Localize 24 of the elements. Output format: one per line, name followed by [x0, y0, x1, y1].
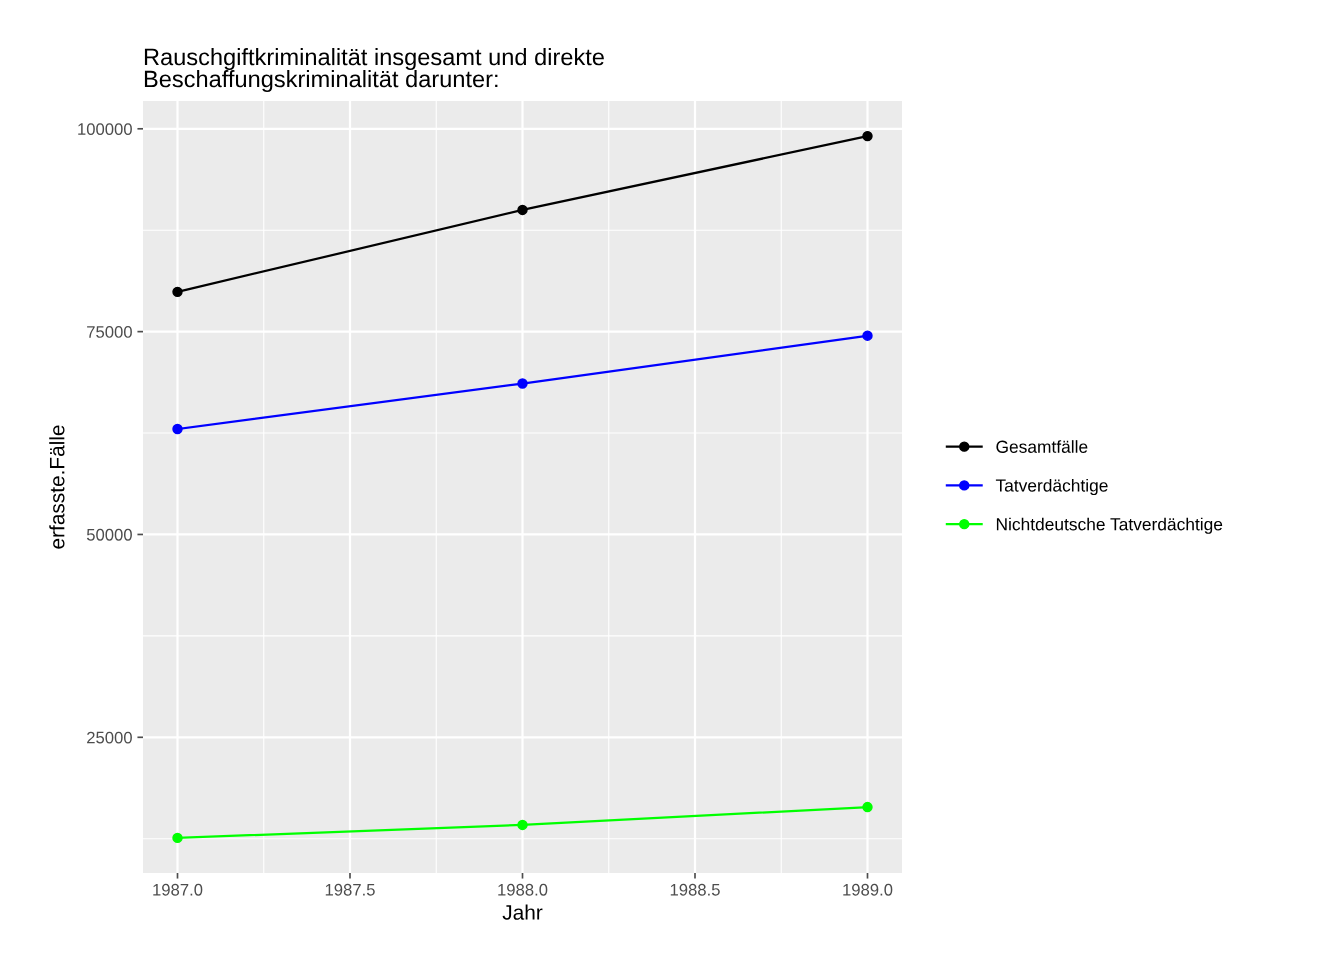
x-axis-title: Jahr — [502, 904, 543, 920]
y-tick-label: 50000 — [86, 528, 132, 541]
point — [172, 423, 183, 435]
legend-label: Tatverdächtige — [995, 478, 1108, 496]
point — [517, 819, 528, 831]
y-tick-label: 75000 — [87, 326, 132, 338]
legend-label: Nichtdeutsche Tatverdächtige — [996, 517, 1223, 534]
x-tick-label: 1988.5 — [670, 883, 720, 896]
point — [517, 204, 528, 216]
point — [862, 330, 873, 341]
point — [517, 378, 528, 389]
x-tick-label: 1988.0 — [498, 883, 548, 896]
x-tick-label: 1987.5 — [325, 883, 375, 896]
y-tick-label: 25000 — [87, 731, 132, 744]
point — [172, 286, 183, 298]
point — [862, 801, 873, 813]
chart-title: Rauschgiftkriminalität insgesamt und direkte Beschaffungskriminalität darunter: — [144, 47, 604, 93]
x-tick-label: 1989.0 — [843, 883, 893, 896]
y-axis-title: erfasste.Fälle — [49, 425, 65, 549]
y-tick-label: 100000 — [78, 123, 132, 135]
x-tick-label: 1987.0 — [153, 883, 203, 896]
legend-label: Gesamtfälle — [996, 440, 1088, 453]
point — [862, 130, 873, 142]
point — [172, 832, 183, 844]
